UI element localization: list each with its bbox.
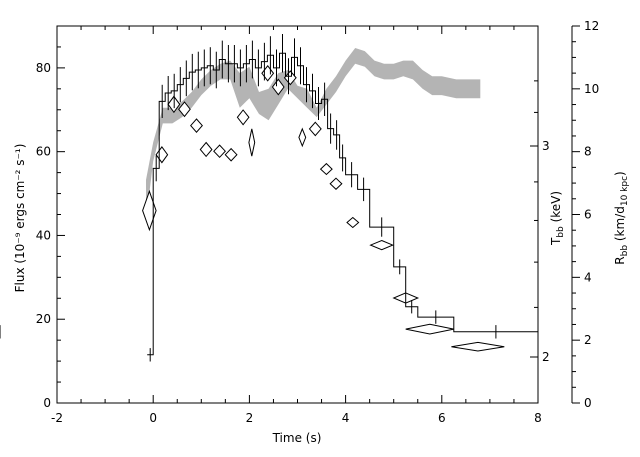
x-tick-label: 6 bbox=[438, 411, 446, 425]
radius-band bbox=[146, 48, 481, 221]
x-tick-label: 2 bbox=[246, 411, 254, 425]
flux-tick-label: 0 bbox=[43, 396, 51, 410]
tbb-axis-label: Tbb (keV) bbox=[549, 191, 566, 246]
temperature-diamond bbox=[298, 127, 307, 148]
x-tick-label: 8 bbox=[534, 411, 542, 425]
flux-step-line bbox=[147, 52, 538, 356]
rbb-tick-label: 2 bbox=[584, 333, 592, 347]
flux-tick-label: 80 bbox=[36, 61, 51, 75]
rbb-axis-label-unit: (km/d bbox=[613, 206, 627, 245]
flux-tick-label: 20 bbox=[36, 312, 51, 326]
rbb-tick-label: 4 bbox=[584, 270, 592, 284]
temperature-diamond bbox=[155, 146, 169, 164]
tbb-tick-label: 2 bbox=[542, 350, 550, 364]
temperature-diamond bbox=[224, 147, 238, 162]
rbb-tick-label: 0 bbox=[584, 396, 592, 410]
temperature-diamond-layer bbox=[142, 64, 505, 352]
rbb-tick-label: 6 bbox=[584, 208, 592, 222]
x-tick-label: 0 bbox=[149, 411, 157, 425]
radius-band-layer bbox=[146, 48, 481, 221]
temperature-diamond bbox=[308, 121, 322, 137]
temperature-diamond bbox=[142, 189, 157, 232]
rbb-axis-label-main: R bbox=[613, 256, 627, 264]
rbb-tick-label: 8 bbox=[584, 145, 592, 159]
tbb-axis-label-main: T bbox=[549, 237, 563, 246]
flux-tick-label: 60 bbox=[36, 145, 51, 159]
temperature-diamond bbox=[271, 78, 285, 96]
tbb-tick-label: 3 bbox=[542, 139, 550, 153]
temperature-diamond bbox=[199, 141, 213, 158]
flux-step-layer bbox=[0, 34, 538, 362]
x-axis-label: Time (s) bbox=[272, 431, 322, 445]
temperature-diamond bbox=[261, 64, 275, 82]
temperature-diamond bbox=[319, 162, 333, 176]
rbb-tick-label: 12 bbox=[584, 19, 599, 33]
temperature-diamond bbox=[405, 323, 454, 335]
temperature-diamond bbox=[346, 216, 360, 229]
temperature-diamond bbox=[329, 177, 343, 190]
temperature-diamond bbox=[451, 341, 505, 352]
x-tick-label: -2 bbox=[51, 411, 63, 425]
temperature-diamond bbox=[178, 101, 191, 118]
rbb-axis-label-end: ) bbox=[613, 171, 627, 176]
temperature-diamond bbox=[369, 239, 394, 251]
rbb-tick-label: 10 bbox=[584, 82, 599, 96]
temperature-diamond bbox=[213, 144, 226, 159]
temperature-diamond bbox=[236, 109, 250, 126]
tbb-axis-label-sub: bb bbox=[556, 226, 566, 238]
rbb-axis-label: Rbb (km/d10 kpc) bbox=[613, 171, 630, 264]
rbb-axis-label-sub: bb bbox=[620, 245, 630, 257]
temperature-diamond bbox=[248, 128, 256, 157]
tbb-axis-label-unit: (keV) bbox=[549, 191, 563, 226]
flux-axis-label: Flux (10⁻⁹ ergs cm⁻² s⁻¹) bbox=[13, 144, 27, 293]
x-tick-label: 4 bbox=[342, 411, 350, 425]
flux-tick-label: 40 bbox=[36, 228, 51, 242]
temperature-diamond bbox=[190, 118, 203, 133]
rbb-axis-label-sub2: 10 kpc bbox=[620, 176, 630, 206]
